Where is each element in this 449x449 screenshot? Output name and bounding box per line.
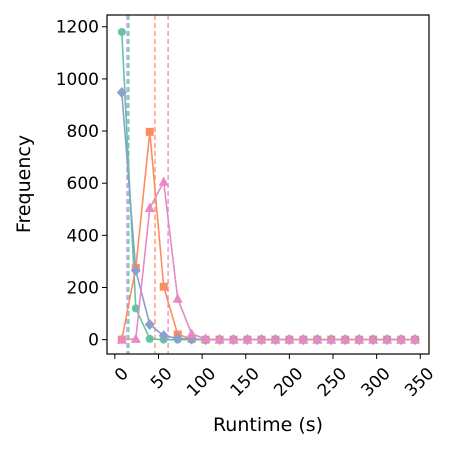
data-point — [172, 332, 183, 344]
data-point — [186, 328, 197, 338]
data-point — [117, 27, 126, 36]
data-point — [159, 282, 168, 291]
data-point — [354, 334, 365, 344]
x-tick-label: 300 — [358, 364, 395, 401]
data-point — [172, 293, 183, 303]
series-line-2 — [121, 92, 415, 341]
x-tick-label: 100 — [183, 364, 220, 401]
data-point — [130, 265, 141, 277]
y-axis-ticks: 0 200 400 600 800 1000 1200 — [56, 18, 107, 351]
data-point — [145, 334, 154, 343]
y-tick-label: 600 — [67, 174, 99, 194]
data-point — [116, 86, 127, 98]
data-point — [144, 202, 155, 212]
series-line-3 — [121, 179, 415, 341]
plot-frame — [106, 14, 430, 355]
x-axis-ticks: 0 50 100 150 200 250 300 350 — [111, 354, 438, 401]
y-tick-label: 800 — [67, 122, 99, 142]
data-point — [256, 334, 267, 344]
data-point — [396, 334, 407, 344]
x-tick-label: 350 — [401, 364, 438, 401]
series-line-1 — [121, 131, 415, 341]
x-axis-label: Runtime (s) — [213, 414, 323, 436]
data-point — [242, 334, 253, 344]
x-tick-label: 200 — [270, 364, 307, 401]
y-tick-label: 1000 — [56, 70, 99, 90]
data-point — [340, 334, 351, 344]
x-tick-label: 150 — [227, 364, 264, 401]
y-tick-label: 200 — [67, 279, 99, 299]
series-lines — [116, 27, 421, 346]
data-point — [382, 334, 393, 344]
data-point — [116, 334, 127, 344]
data-point — [298, 334, 309, 344]
data-point — [158, 330, 169, 342]
y-tick-label: 1200 — [56, 18, 99, 38]
data-point — [410, 334, 421, 344]
data-point — [131, 304, 140, 313]
data-point — [200, 333, 211, 343]
data-point — [158, 176, 169, 186]
data-point — [144, 319, 155, 331]
x-tick-label: 250 — [314, 364, 351, 401]
data-point — [368, 334, 379, 344]
x-tick-label: 0 — [111, 364, 133, 386]
y-tick-label: 400 — [67, 226, 99, 246]
y-tick-label: 0 — [88, 331, 99, 351]
data-point — [228, 334, 239, 344]
data-point — [270, 334, 281, 344]
data-point — [312, 334, 323, 344]
x-tick-label: 50 — [147, 364, 176, 393]
data-point — [326, 334, 337, 344]
data-point — [145, 127, 154, 136]
data-point — [214, 334, 225, 344]
data-point — [130, 333, 141, 343]
data-point — [284, 334, 295, 344]
y-axis-label: Frequency — [13, 135, 35, 233]
